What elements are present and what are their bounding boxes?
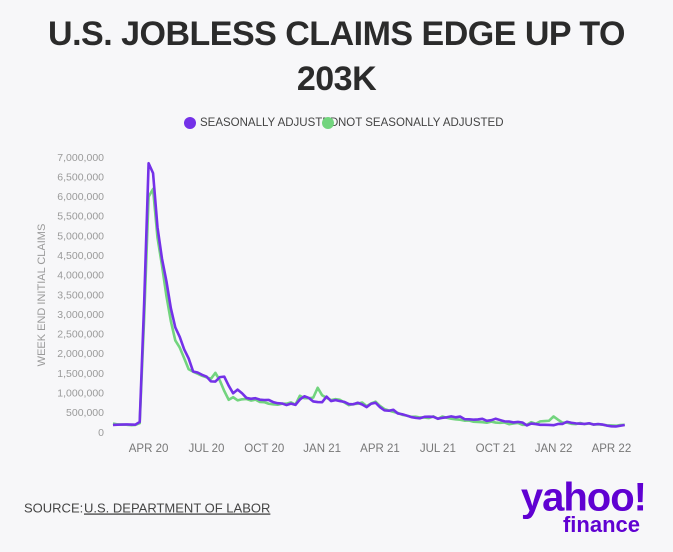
legend-label: NOT SEASONALLY ADJUSTED xyxy=(338,117,504,129)
y-tick-label: 3,500,000 xyxy=(57,289,104,301)
series-line xyxy=(112,187,625,428)
x-tick-label: JUL 21 xyxy=(420,443,456,455)
legend-label: SEASONALLY ADJUSTED xyxy=(200,117,338,129)
chart-title: U.S. JOBLESS CLAIMS EDGE UP TO 203K xyxy=(48,15,625,98)
y-tick-label: 500,000 xyxy=(66,407,104,419)
y-tick-label: 2,500,000 xyxy=(57,329,104,341)
y-tick-label: 2,000,000 xyxy=(57,348,104,360)
y-tick-label: 4,500,000 xyxy=(57,250,104,262)
y-tick-label: 4,000,000 xyxy=(57,270,104,282)
y-tick-label: 1,500,000 xyxy=(57,368,104,380)
x-tick-label: JAN 22 xyxy=(535,443,573,455)
x-tick-label: JAN 21 xyxy=(303,443,341,455)
y-tick-label: 6,000,000 xyxy=(57,191,104,203)
x-tick-label: OCT 21 xyxy=(476,443,516,455)
x-tick-label: APR 22 xyxy=(592,443,632,455)
y-tick-label: 7,000,000 xyxy=(57,152,104,164)
source-prefix: SOURCE: xyxy=(24,500,83,515)
source: U.S. DEPARTMENT OF LABOR xyxy=(84,500,270,515)
y-axis-label: WEEK END INITIAL CLAIMS xyxy=(36,224,48,367)
y-tick-label: 6,500,000 xyxy=(57,171,104,183)
x-tick-label: JUL 20 xyxy=(188,443,224,455)
legend-swatch xyxy=(184,117,196,129)
x-tick-label: APR 20 xyxy=(129,443,169,455)
y-tick-label: 5,500,000 xyxy=(57,211,104,223)
y-tick-label: 0 xyxy=(98,427,104,439)
y-tick-label: 3,000,000 xyxy=(57,309,104,321)
legend-swatch xyxy=(322,117,334,129)
y-tick-label: 1,000,000 xyxy=(57,387,104,399)
logo-sub: finance xyxy=(563,512,640,537)
x-tick-label: APR 21 xyxy=(360,443,400,455)
logo: yahoo! xyxy=(521,476,646,520)
x-tick-label: OCT 20 xyxy=(244,443,284,455)
series-line xyxy=(112,161,625,428)
y-tick-label: 5,000,000 xyxy=(57,230,104,242)
